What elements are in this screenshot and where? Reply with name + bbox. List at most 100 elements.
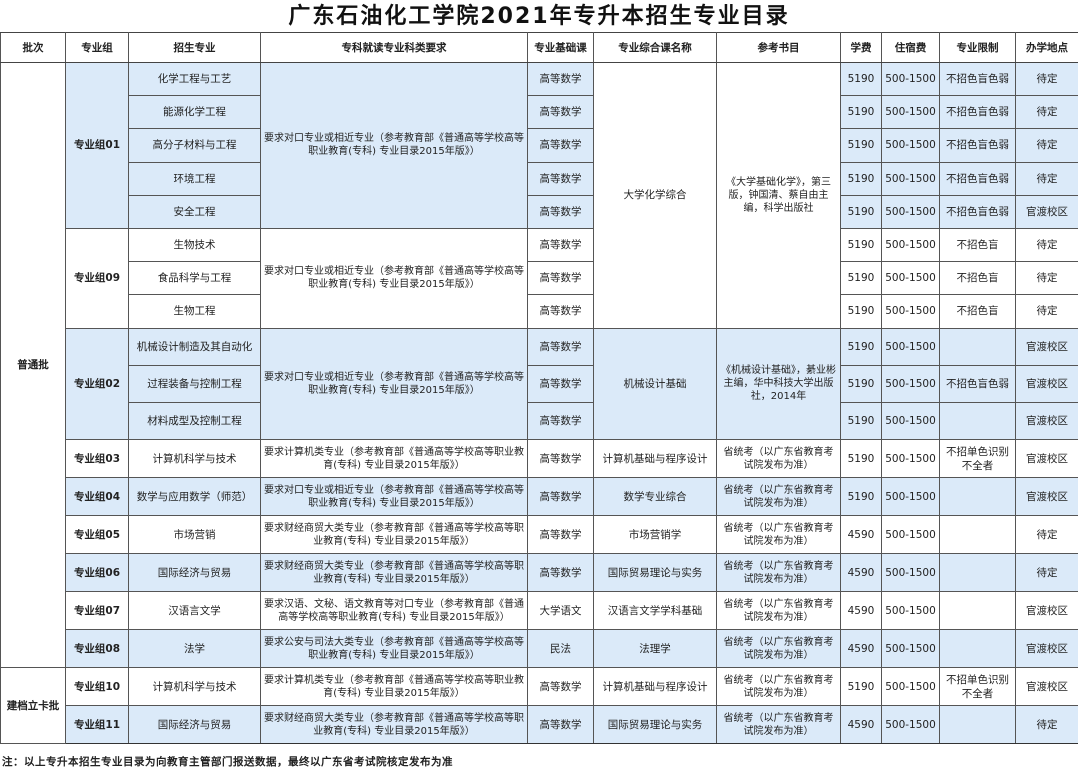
major-cell: 法学 [128,629,261,669]
location-cell: 待定 [1015,128,1078,163]
tuition-cell: 5190 [840,667,882,707]
lodging-fee-cell: 500-1500 [881,515,940,555]
header-tuition: 学费 [840,32,882,63]
requirement-cell: 要求财经商贸大类专业（参考教育部《普通高等学校高等职业教育(专科) 专业目录20… [260,553,528,593]
restriction-cell: 不招色盲色弱 [939,194,1016,229]
location-cell: 待定 [1015,515,1078,555]
tuition-cell: 5190 [840,364,882,404]
reference-book-cell: 省统考（以广东省教育考试院发布为准） [716,439,841,479]
lodging-fee-cell: 500-1500 [881,227,940,263]
lodging-fee-cell: 500-1500 [881,402,940,441]
group-cell: 专业组05 [65,515,129,555]
lodging-fee-cell: 500-1500 [881,477,940,517]
base-course-cell: 高等数学 [527,327,594,366]
group-cell: 专业组11 [65,705,129,745]
table-row: 食品科学与工程 高等数学 5190 500-1500 不招色盲 待定 [1,261,1078,296]
location-cell: 官渡校区 [1015,439,1078,479]
location-cell: 待定 [1015,261,1078,296]
location-cell: 官渡校区 [1015,402,1078,441]
major-cell: 数学与应用数学（师范） [128,477,261,517]
table-row: 专业组09 生物技术 要求对口专业或相近专业（参考教育部《普通高等学校高等职业教育(… [1,227,1078,329]
group-cell: 专业组07 [65,591,129,631]
reference-book-cell: 省统考（以广东省教育考试院发布为准） [716,629,841,669]
table-row: 环境工程 高等数学 5190 500-1500 不招色盲色弱 待定 [1,161,1078,196]
tuition-cell: 5190 [840,477,882,517]
lodging-fee-cell: 500-1500 [881,705,940,745]
location-cell: 官渡校区 [1015,629,1078,669]
restriction-cell: 不招色盲 [939,261,1016,296]
lodging-fee-cell: 500-1500 [881,261,940,296]
requirement-cell: 要求公安与司法大类专业（参考教育部《普通高等学校高等职业教育(专科) 专业目录2… [260,629,528,669]
base-course-cell: 大学语文 [527,591,594,631]
group-cell: 专业组09 [65,227,129,329]
major-cell: 计算机科学与技术 [128,439,261,479]
batch-cell: 建档立卡批 [0,667,66,745]
table-row: 专业组05 市场营销 要求财经商贸大类专业（参考教育部《普通高等学校高等职业教育(专… [1,515,1078,555]
group-cell: 专业组01 [65,62,129,229]
lodging-fee-cell: 500-1500 [881,294,940,329]
location-cell: 官渡校区 [1015,477,1078,517]
location-cell: 待定 [1015,61,1078,97]
base-course-cell: 高等数学 [527,261,594,296]
lodging-fee-cell: 500-1500 [881,553,940,593]
page-title: 广东石油化工学院2021年专升本招生专业目录 [288,4,790,29]
major-cell: 生物工程 [128,294,261,329]
major-cell: 机械设计制造及其自动化 [128,327,261,366]
restriction-cell: 不招色盲色弱 [939,364,1016,404]
reference-book-cell: 《大学基础化学》，第三版，钟国清、蔡自由主编，科学出版社 [716,62,841,329]
restriction-cell: 不招单色识别不全者 [939,667,1016,707]
restriction-cell: 不招色盲色弱 [939,61,1016,97]
table-body: 普通批 专业组01 化学工程与工艺要求对口专业或相近专业（参考教育部《普通高等学校高… [0,61,1078,745]
table-row: 专业组07 汉语言文学 要求汉语、文秘、语文教育等对口专业（参考教育部《普通高等学校… [1,591,1078,631]
tuition-cell: 4590 [840,705,882,745]
table-row: 专业组04 数学与应用数学（师范） 要求对口专业或相近专业（参考教育部《普通高等学校… [1,477,1078,517]
comprehensive-course-cell: 机械设计基础 [593,327,717,441]
tuition-cell: 5190 [840,294,882,329]
restriction-cell [939,591,1016,631]
group-cell: 专业组10 [65,667,129,707]
lodging-fee-cell: 500-1500 [881,161,940,196]
tuition-cell: 4590 [840,629,882,669]
comprehensive-course-cell: 国际贸易理论与实务 [593,705,717,745]
footnote: 注：以上专升本招生专业目录为向教育主管部门报送数据，最终以广东省考试院核定发布为… [2,756,453,769]
reference-book-cell: 省统考（以广东省教育考试院发布为准） [716,667,841,707]
major-cell: 化学工程与工艺 [128,61,261,97]
header-restriction: 专业限制 [939,32,1016,63]
comprehensive-course-cell: 数学专业综合 [593,477,717,517]
tuition-cell: 5190 [840,194,882,229]
batch-cell: 普通批 [0,61,66,669]
lodging-fee-cell: 500-1500 [881,629,940,669]
tuition-cell: 4590 [840,553,882,593]
restriction-cell [939,553,1016,593]
group-cell: 专业组02 [65,327,129,441]
requirement-cell: 要求对口专业或相近专业（参考教育部《普通高等学校高等职业教育(专科) 专业目录2… [260,477,528,517]
table-row: 高分子材料与工程 高等数学 5190 500-1500 不招色盲色弱 待定 [1,128,1078,163]
tuition-cell: 5190 [840,327,882,366]
location-cell: 待定 [1015,95,1078,130]
major-cell: 过程装备与控制工程 [128,364,261,404]
location-cell: 官渡校区 [1015,364,1078,404]
group-cell: 专业组03 [65,439,129,479]
major-cell: 国际经济与贸易 [128,705,261,745]
tuition-cell: 5190 [840,261,882,296]
tuition-cell: 5190 [840,161,882,196]
restriction-cell [939,402,1016,441]
table-row: 过程装备与控制工程 高等数学 5190 500-1500 不招色盲色弱 官渡校区 [1,364,1078,404]
comprehensive-course-cell: 法理学 [593,629,717,669]
header-group: 专业组 [65,32,129,63]
header-reference-book: 参考书目 [716,32,841,63]
base-course-cell: 高等数学 [527,515,594,555]
restriction-cell [939,515,1016,555]
tuition-cell: 5190 [840,61,882,97]
restriction-cell: 不招色盲 [939,294,1016,329]
lodging-fee-cell: 500-1500 [881,439,940,479]
base-course-cell: 高等数学 [527,477,594,517]
tuition-cell: 5190 [840,95,882,130]
location-cell: 官渡校区 [1015,591,1078,631]
group-cell: 专业组04 [65,477,129,517]
requirement-cell: 要求对口专业或相近专业（参考教育部《普通高等学校高等职业教育(专科) 专业目录2… [260,227,528,329]
location-cell: 待定 [1015,161,1078,196]
requirement-cell: 要求计算机类专业（参考教育部《普通高等学校高等职业教育(专科) 专业目录2015… [260,439,528,479]
reference-book-cell: 《机械设计基础》，綦业彬主编，华中科技大学出版社，2014年 [716,327,841,441]
comprehensive-course-cell: 汉语言文学学科基础 [593,591,717,631]
